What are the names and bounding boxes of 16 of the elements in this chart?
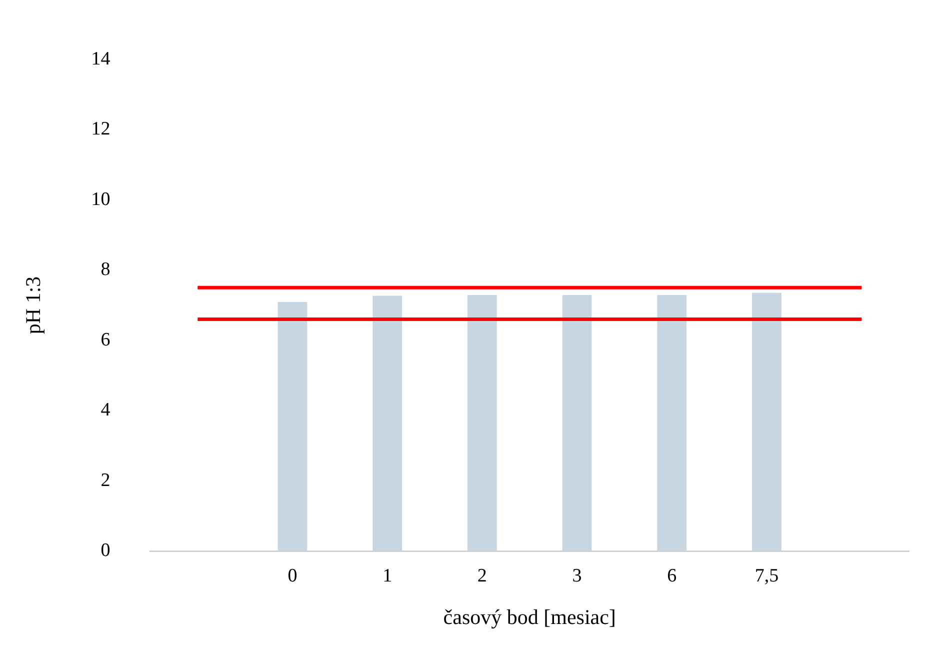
x-tick-label: 7,5 — [754, 565, 779, 586]
y-tick-label: 14 — [91, 48, 111, 70]
x-tick-label: 0 — [288, 565, 298, 586]
x-tick-label: 1 — [382, 565, 392, 586]
y-tick-label: 0 — [100, 540, 110, 561]
y-tick-label: 2 — [100, 470, 110, 491]
x-tick-label: 3 — [572, 565, 582, 586]
y-tick-label: 10 — [91, 188, 110, 210]
y-tick-label: 8 — [100, 259, 110, 280]
y-tick-label: 6 — [100, 329, 110, 350]
x-axis-title: časový bod [mesiac] — [443, 604, 616, 629]
x-tick-label: 6 — [667, 565, 677, 586]
x-tick-label: 2 — [477, 565, 487, 586]
y-axis-title: pH 1:3 — [21, 276, 46, 334]
y-tick-label: 12 — [91, 118, 110, 140]
y-tick-label: 4 — [100, 400, 111, 421]
